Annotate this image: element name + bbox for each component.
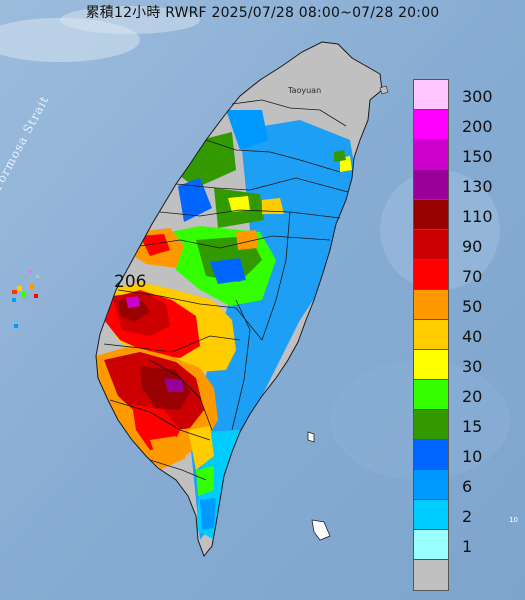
legend-swatch <box>414 470 448 500</box>
legend-swatch <box>414 170 448 200</box>
city-label: Taoyuan <box>288 86 322 95</box>
legend-label: 2 <box>462 507 473 526</box>
legend-swatch <box>414 380 448 410</box>
legend-label: 1 <box>462 537 473 556</box>
legend-swatch <box>414 260 448 290</box>
color-legend <box>413 79 449 591</box>
legend-label: 50 <box>462 297 483 316</box>
legend-label: 90 <box>462 237 483 256</box>
legend-label: 20 <box>462 387 483 406</box>
legend-label: 110 <box>462 207 493 226</box>
legend-label: 130 <box>462 177 493 196</box>
legend-swatch <box>414 410 448 440</box>
legend-swatch <box>414 440 448 470</box>
legend-label: 6 <box>462 477 473 496</box>
legend-label: 30 <box>462 357 483 376</box>
legend-swatch <box>414 230 448 260</box>
cloud-patch <box>0 18 140 62</box>
legend-label: 200 <box>462 117 493 136</box>
legend-label: 40 <box>462 327 483 346</box>
islet <box>379 85 389 95</box>
legend-swatch <box>414 200 448 230</box>
legend-label: 150 <box>462 147 493 166</box>
legend-label: 15 <box>462 417 483 436</box>
legend-swatch <box>414 320 448 350</box>
legend-swatch <box>414 530 448 560</box>
penghu-islands <box>12 270 39 328</box>
edge-mark: 10 <box>509 516 518 524</box>
legend-swatch <box>414 290 448 320</box>
map-title: 累積12小時 RWRF 2025/07/28 08:00~07/28 20:00 <box>85 5 440 21</box>
legend-swatch <box>414 80 448 110</box>
peak-value-label: 206 <box>114 272 147 292</box>
legend-label: 300 <box>462 87 493 106</box>
orchid-island <box>311 519 331 541</box>
legend-swatch <box>414 560 448 590</box>
legend-swatch <box>414 500 448 530</box>
legend-swatch <box>414 110 448 140</box>
county-boundaries <box>95 41 383 557</box>
cloud-patch <box>60 6 200 34</box>
legend-swatch <box>414 350 448 380</box>
legend-swatch <box>414 140 448 170</box>
green-island <box>307 431 315 443</box>
legend-label: 70 <box>462 267 483 286</box>
legend-label: 10 <box>462 447 483 466</box>
